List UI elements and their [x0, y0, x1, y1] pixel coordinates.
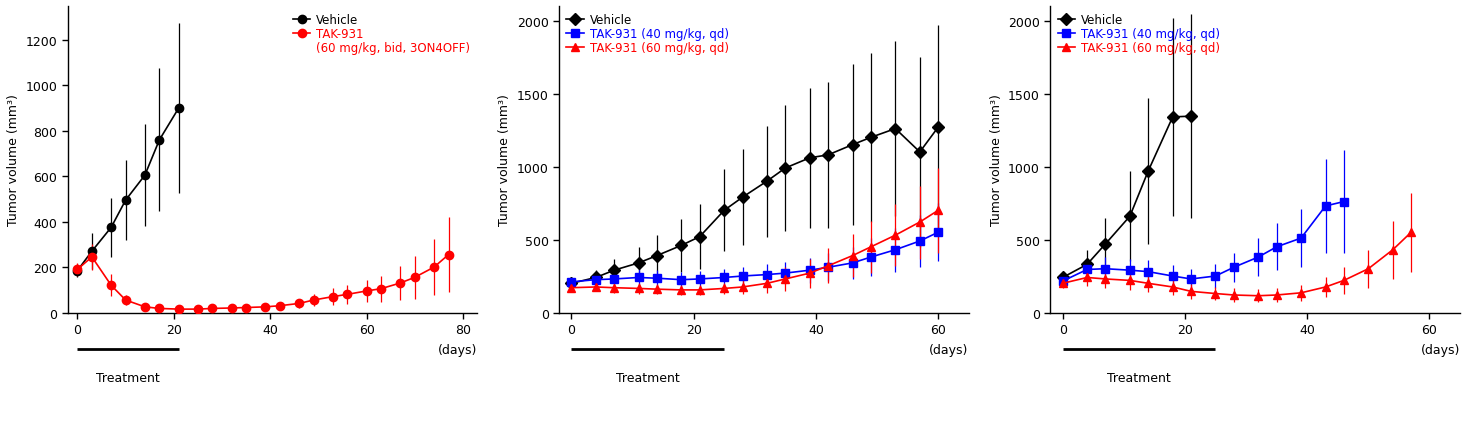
Y-axis label: Tumor volume (mm³): Tumor volume (mm³)	[7, 94, 21, 226]
Y-axis label: Tumor volume (mm³): Tumor volume (mm³)	[499, 94, 512, 226]
Text: (days): (days)	[930, 343, 968, 356]
Text: Treatment: Treatment	[616, 371, 679, 384]
Text: (days): (days)	[1420, 343, 1460, 356]
Legend: Vehicle, TAK-931, (60 mg/kg, bid, 3ON4OFF): Vehicle, TAK-931, (60 mg/kg, bid, 3ON4OF…	[289, 10, 474, 59]
Legend: Vehicle, TAK-931 (40 mg/kg, qd), TAK-931 (60 mg/kg, qd): Vehicle, TAK-931 (40 mg/kg, qd), TAK-931…	[563, 10, 732, 59]
Y-axis label: Tumor volume (mm³): Tumor volume (mm³)	[990, 94, 1002, 226]
Text: (days): (days)	[439, 343, 477, 356]
Text: Treatment: Treatment	[97, 371, 160, 384]
Text: Treatment: Treatment	[1108, 371, 1171, 384]
Legend: Vehicle, TAK-931 (40 mg/kg, qd), TAK-931 (60 mg/kg, qd): Vehicle, TAK-931 (40 mg/kg, qd), TAK-931…	[1053, 10, 1223, 59]
